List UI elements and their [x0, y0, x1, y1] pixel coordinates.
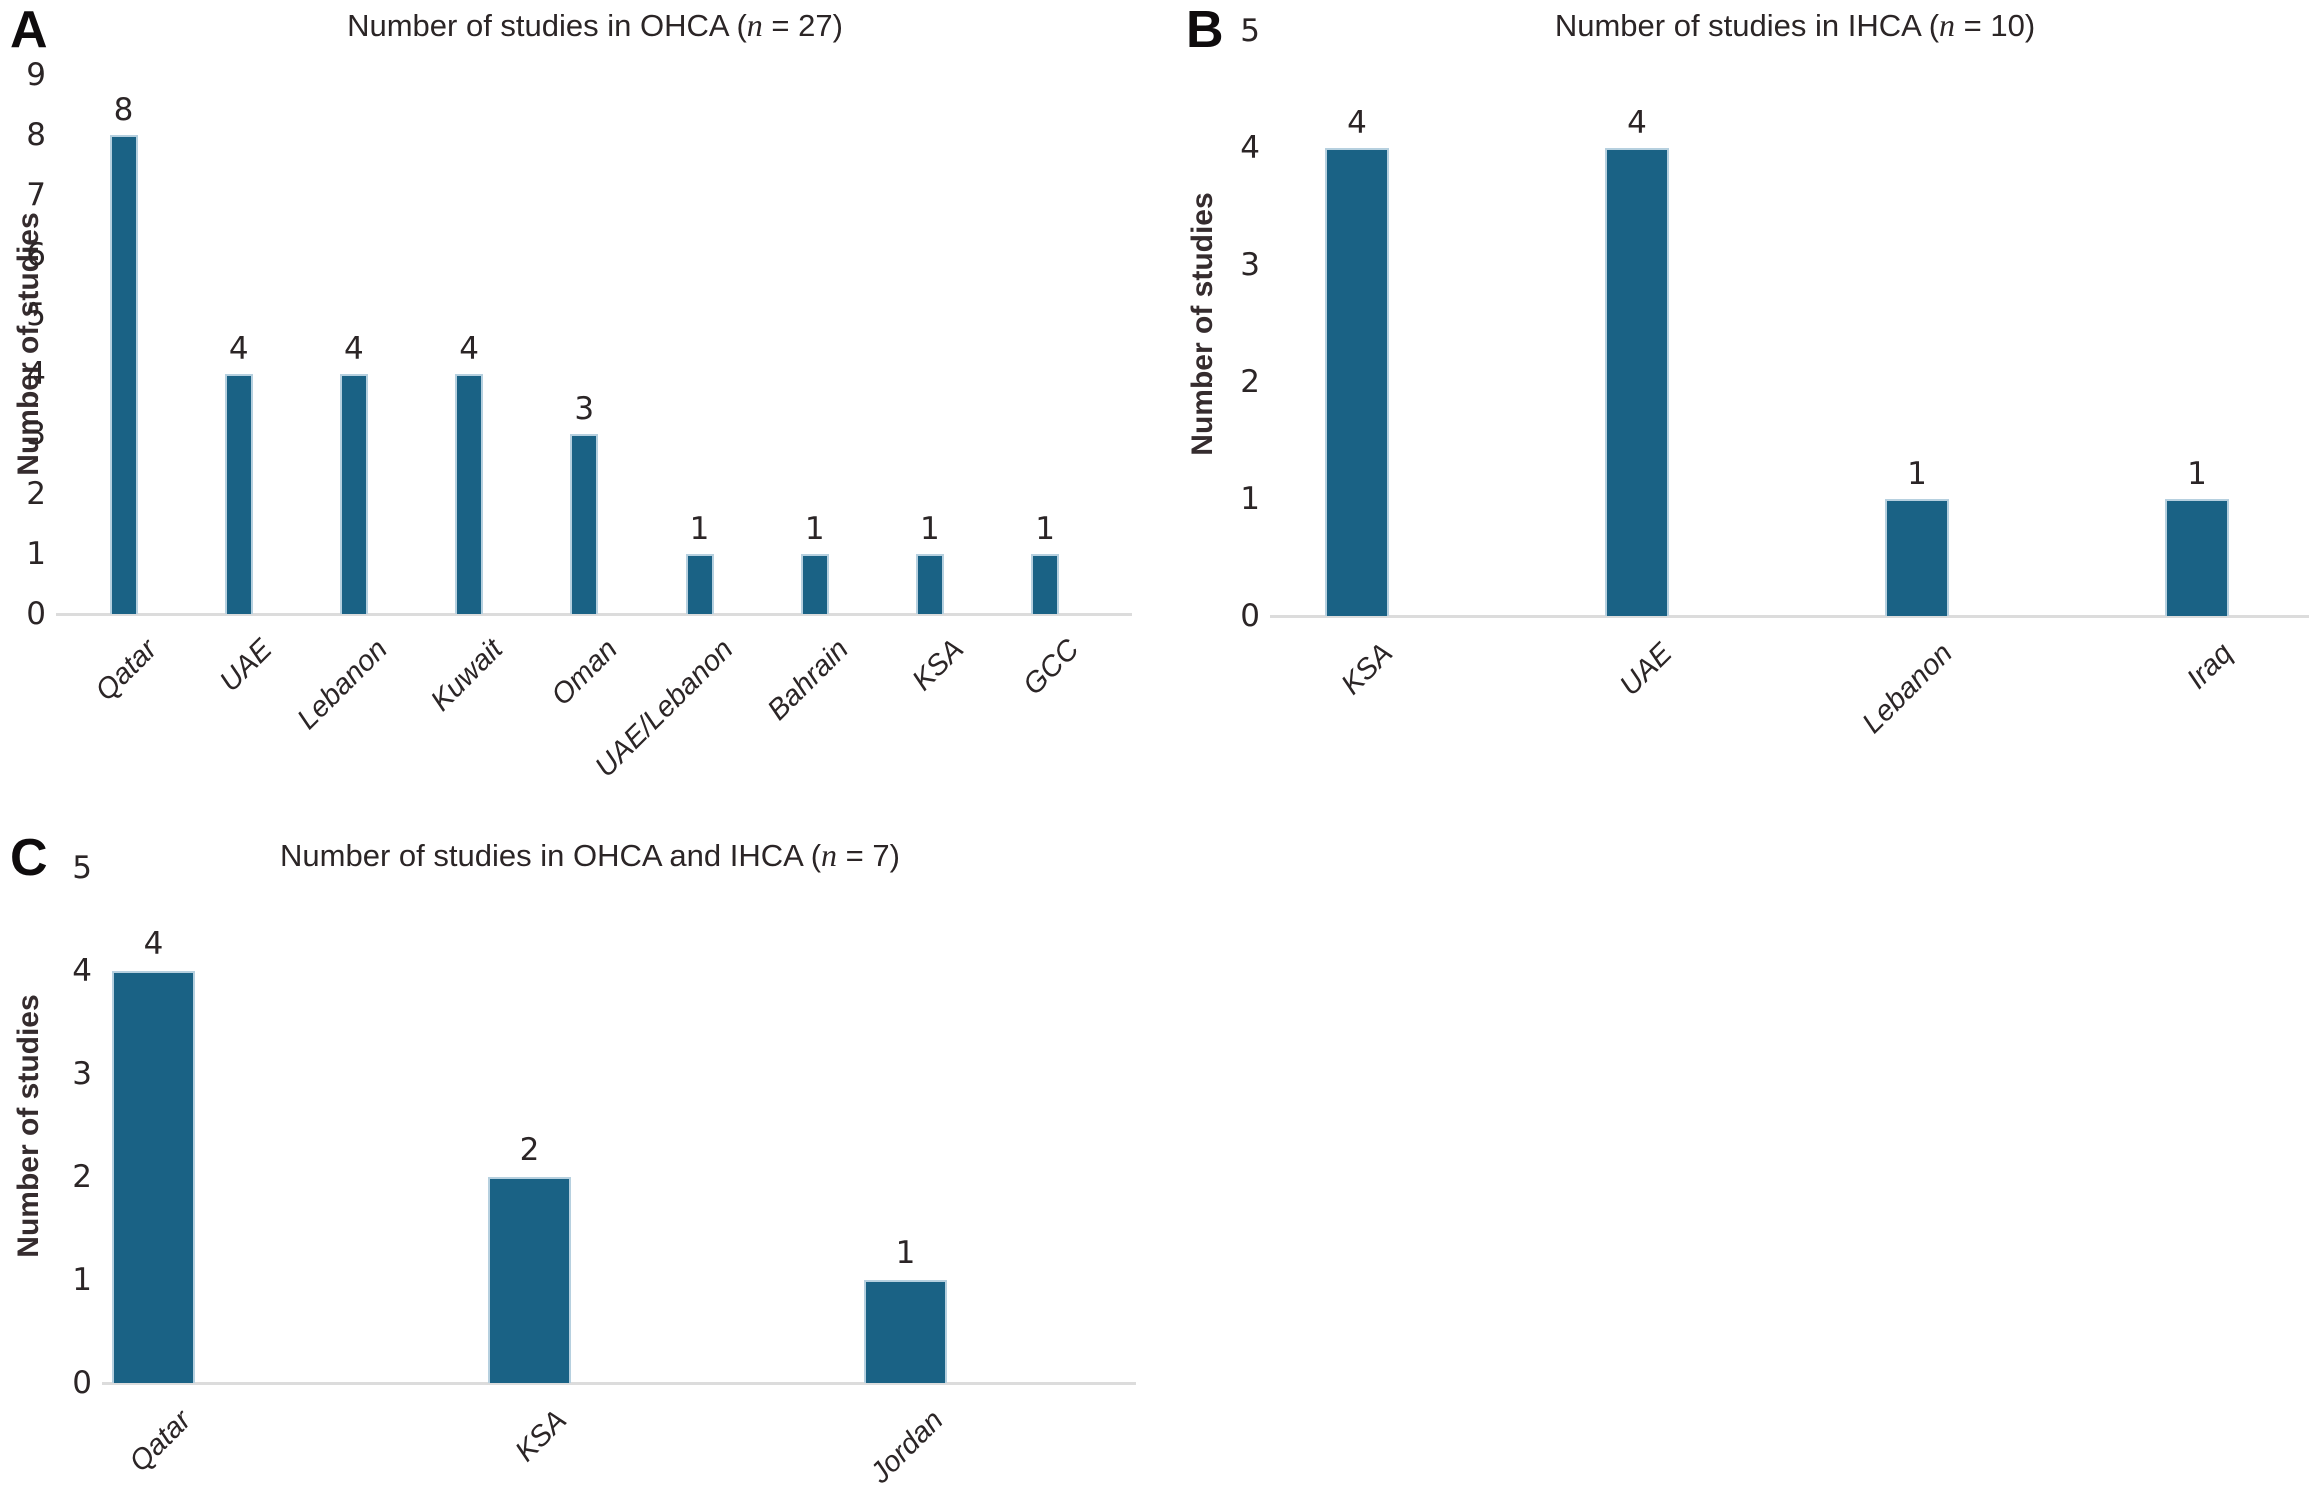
title-text-suffix: = 27) [762, 8, 843, 43]
category-label-lebanon: Lebanon [1856, 637, 1959, 740]
title-n-italic: n [1939, 7, 1956, 43]
y-tick-label-0: 0 [26, 596, 46, 632]
panel-label-b: B [1186, 1, 1224, 59]
panel-label-a: A [10, 1, 48, 59]
y-tick-label-4: 4 [1240, 130, 1260, 166]
bar-jordan [864, 1280, 947, 1383]
category-label-bahrain: Bahrain [761, 633, 855, 727]
title-text-prefix: Number of studies in IHCA ( [1554, 8, 1940, 43]
y-tick-label-0: 0 [1240, 598, 1260, 634]
panel-ohca: A Number of studies in OHCA (n = 27) Num… [0, 0, 1150, 820]
plot-area-ohca: 0 1 2 3 4 5 6 7 8 9 8 Qatar 4 UAE 4 Lebanon 4 Kuwait 3 Oman… [0, 0, 1150, 820]
y-tick-label-2: 2 [1240, 364, 1260, 400]
bar-kuwait [455, 374, 484, 614]
category-label-qatar: Qatar [123, 1404, 198, 1479]
title-text-prefix: Number of studies in OHCA ( [347, 8, 747, 43]
value-label-uae: 4 [228, 331, 249, 368]
value-label-ksa: 2 [519, 1132, 540, 1168]
value-label-ksa: 1 [920, 511, 940, 548]
y-tick-label-9: 9 [26, 56, 46, 93]
bar-iraq [2165, 499, 2229, 616]
y-tick-label-0: 0 [72, 1365, 92, 1401]
chart-title-ihca: Number of studies in IHCA (n = 10) [1555, 6, 2035, 44]
y-tick-label-2: 2 [26, 476, 46, 513]
y-tick-label-5: 5 [72, 850, 92, 886]
x-axis-line [56, 613, 1132, 616]
bar-uae [1605, 148, 1669, 616]
y-tick-label-1: 1 [1240, 481, 1260, 517]
value-label-oman: 3 [574, 391, 595, 428]
bar-bahrain [800, 554, 829, 614]
value-label-uae-lebanon: 1 [689, 511, 710, 548]
category-label-ksa: KSA [906, 633, 970, 697]
category-label-kuwait: Kuwait [424, 633, 510, 718]
y-tick-label-1: 1 [26, 536, 46, 573]
y-tick-label-6: 6 [26, 236, 46, 273]
title-text-suffix: = 7) [837, 838, 900, 873]
chart-title-ohca-and-ihca: Number of studies in OHCA and IHCA (n = … [280, 836, 900, 874]
y-tick-label-5: 5 [1240, 13, 1260, 49]
plot-area-ohca-and-ihca: 0 1 2 3 4 5 4 Qatar 2 KSA 1 Jordan [0, 820, 1150, 1490]
bar-qatar [112, 971, 195, 1383]
bar-oman [570, 434, 599, 614]
category-label-ksa: KSA [509, 1404, 574, 1468]
category-label-uae: UAE [1614, 637, 1679, 703]
value-label-iraq: 1 [2187, 456, 2207, 492]
value-label-lebanon: 4 [344, 331, 364, 368]
category-label-qatar: Qatar [89, 633, 164, 708]
chart-title-ohca: Number of studies in OHCA (n = 27) [347, 6, 843, 44]
bar-gcc [1031, 554, 1060, 614]
value-label-uae: 4 [1627, 105, 1647, 141]
title-n-italic: n [821, 837, 838, 873]
value-label-gcc: 1 [1035, 511, 1055, 548]
category-label-gcc: GCC [1016, 633, 1086, 702]
y-tick-label-1: 1 [72, 1262, 92, 1298]
x-axis-line [102, 1382, 1136, 1385]
title-text-suffix: = 10) [1955, 8, 2036, 43]
value-label-jordan: 1 [895, 1235, 916, 1271]
value-label-ksa: 4 [1347, 105, 1367, 141]
y-tick-label-8: 8 [26, 116, 46, 153]
y-tick-label-3: 3 [26, 416, 46, 453]
value-label-qatar: 8 [113, 91, 134, 128]
value-label-kuwait: 4 [459, 331, 479, 368]
y-tick-label-4: 4 [72, 953, 92, 989]
bar-qatar [109, 134, 138, 614]
panel-label-c: C [10, 829, 48, 887]
bar-lebanon [339, 374, 368, 614]
y-tick-label-4: 4 [26, 356, 46, 393]
bar-ksa [488, 1177, 571, 1383]
panel-ohca-and-ihca: C Number of studies in OHCA and IHCA (n … [0, 820, 1150, 1490]
y-tick-label-5: 5 [26, 296, 46, 333]
value-label-qatar: 4 [143, 926, 164, 962]
title-text-prefix: Number of studies in OHCA and IHCA ( [280, 838, 822, 873]
category-label-jordan: Jordan [864, 1404, 950, 1490]
title-n-italic: n [746, 7, 763, 43]
category-label-ksa: KSA [1335, 637, 1399, 701]
panel-ihca: B Number of studies in IHCA (n = 10) Num… [1150, 0, 2309, 820]
y-tick-label-7: 7 [26, 176, 46, 213]
category-label-oman: Oman [545, 633, 625, 712]
bar-uae-lebanon [685, 554, 714, 614]
bar-lebanon [1885, 499, 1949, 616]
x-axis-line [1270, 615, 2309, 618]
y-tick-label-3: 3 [1240, 247, 1260, 283]
bar-ksa [915, 554, 944, 614]
bar-ksa [1325, 148, 1389, 616]
category-label-iraq: Iraq [2180, 637, 2239, 696]
y-tick-label-2: 2 [72, 1159, 92, 1195]
category-label-lebanon: Lebanon [291, 633, 394, 736]
value-label-bahrain: 1 [804, 511, 825, 548]
bar-uae [224, 374, 253, 614]
plot-area-ihca: 0 1 2 3 4 5 4 KSA 4 UAE 1 Lebanon 1 Iraq [1150, 0, 2309, 820]
category-label-uae: UAE [213, 633, 279, 699]
y-tick-label-3: 3 [72, 1056, 92, 1092]
value-label-lebanon: 1 [1907, 456, 1927, 492]
